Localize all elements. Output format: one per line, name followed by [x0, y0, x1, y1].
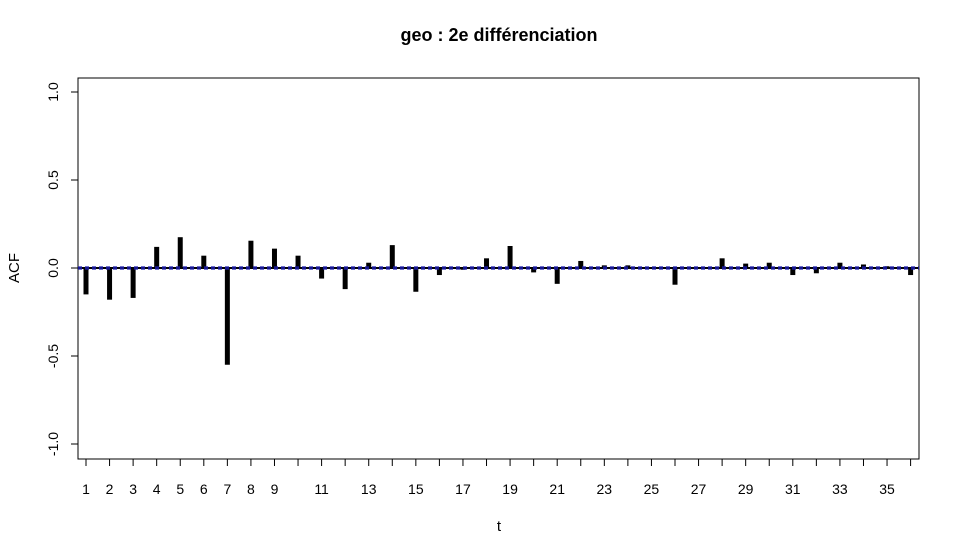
y-tick-label: 0.5: [45, 170, 61, 190]
x-tick-label: 31: [785, 481, 801, 497]
x-tick-label: 3: [129, 481, 137, 497]
y-tick-label: 1.0: [45, 82, 61, 102]
x-tick-label: 2: [106, 481, 114, 497]
x-tick-label: 25: [644, 481, 660, 497]
acf-bars: [83, 237, 914, 365]
x-tick-label: 5: [176, 481, 184, 497]
x-tick-label: 17: [455, 481, 471, 497]
x-tick-label: 1: [82, 481, 90, 497]
x-tick-label: 23: [597, 481, 613, 497]
x-axis: 1 2 3 4 5 6 7 8 9 11 13 15 17 19 21 23 25 27 29 31 33 35: [82, 458, 912, 497]
x-tick-label: 13: [361, 481, 377, 497]
chart-title: geo : 2e différenciation: [400, 25, 597, 45]
y-axis-label: ACF: [6, 253, 23, 283]
x-tick-label: 7: [223, 481, 231, 497]
x-axis-label: t: [497, 518, 502, 535]
y-tick-label: 0.0: [45, 258, 61, 278]
x-tick-label: 8: [247, 481, 255, 497]
x-tick-label: 19: [502, 481, 518, 497]
x-tick-label: 33: [832, 481, 848, 497]
x-tick-label: 4: [153, 481, 161, 497]
y-axis: -1.0 -0.5 0.0 0.5 1.0: [45, 82, 79, 456]
y-tick-label: -1.0: [45, 432, 61, 456]
x-tick-label: 35: [879, 481, 895, 497]
x-tick-label: 11: [314, 481, 329, 497]
y-tick-label: -0.5: [45, 344, 61, 368]
x-tick-label: 15: [408, 481, 424, 497]
x-tick-label: 27: [691, 481, 707, 497]
x-tick-label: 6: [200, 481, 208, 497]
x-tick-label: 29: [738, 481, 754, 497]
reference-lines: [78, 266, 919, 270]
x-tick-label: 9: [271, 481, 279, 497]
x-tick-label: 21: [549, 481, 565, 497]
